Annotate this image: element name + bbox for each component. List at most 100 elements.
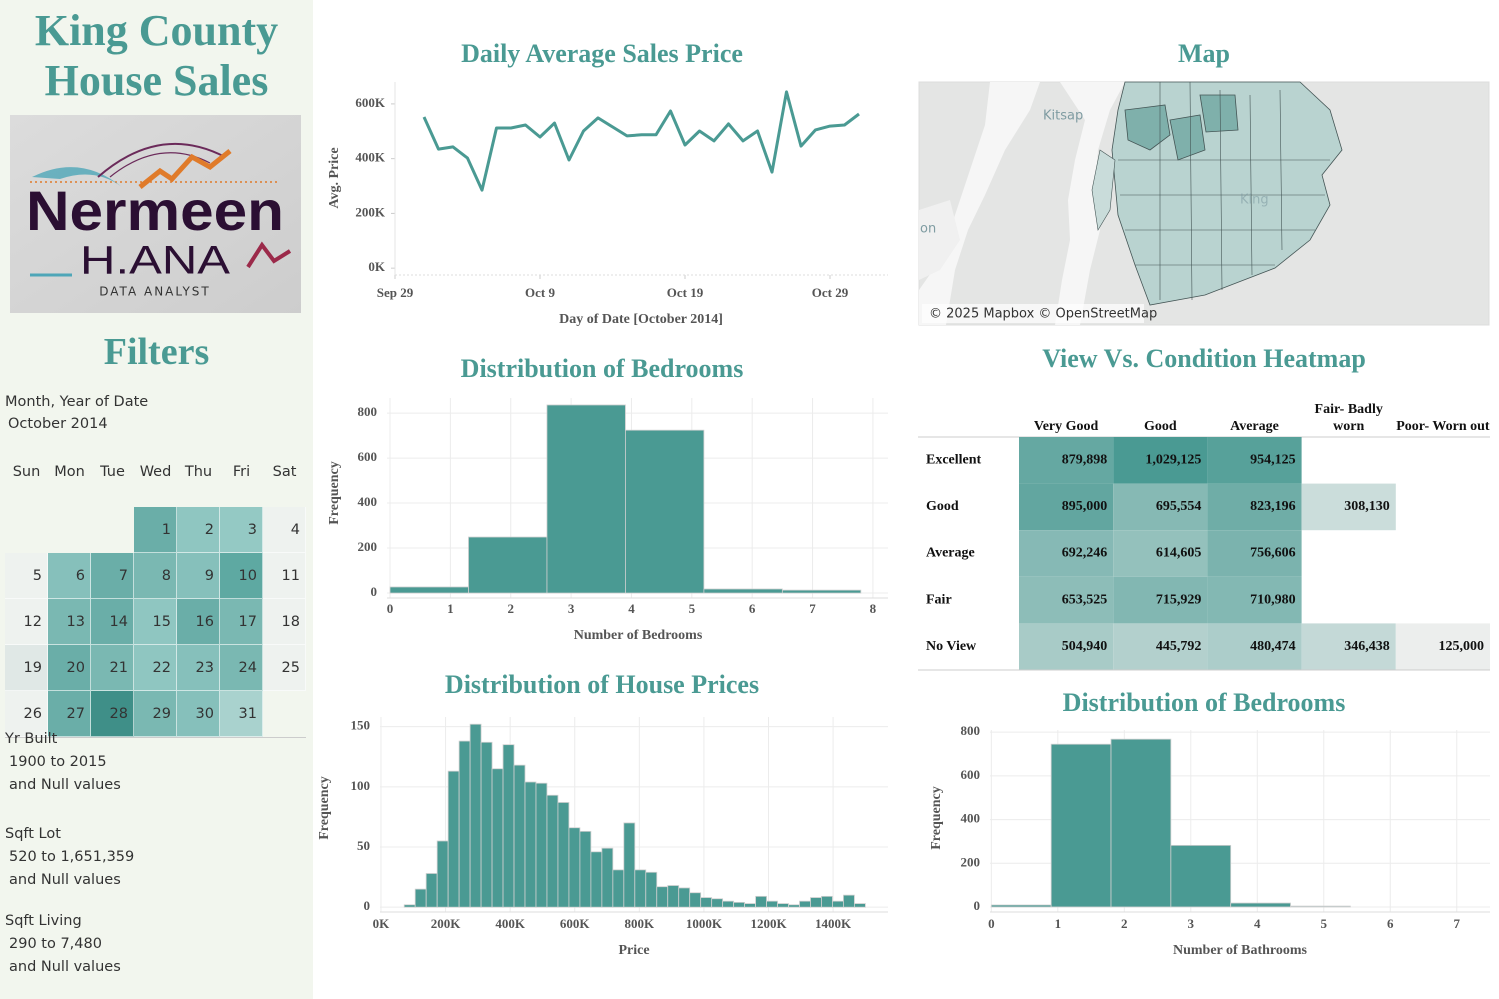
- map: Kitsap King on © 2025 Mapbox © OpenStree…: [918, 39, 1490, 326]
- y-axis-label: Frequency: [317, 776, 332, 840]
- histogram-bar: [832, 900, 844, 908]
- calendar-day[interactable]: 30: [177, 691, 220, 737]
- weekday-label: Mon: [54, 464, 85, 480]
- calendar-day[interactable]: 14: [91, 599, 134, 645]
- heatmap-cell: [1301, 483, 1396, 531]
- x-tick-label: 6: [749, 601, 756, 616]
- calendar-day[interactable]: 12: [5, 599, 48, 645]
- weekday-label: Sun: [12, 464, 41, 480]
- column-header: Good: [1144, 419, 1177, 434]
- calendar-day[interactable]: 7: [91, 553, 134, 599]
- x-axis-label: Number of Bedrooms: [574, 628, 703, 643]
- x-tick-label: 1000K: [686, 916, 723, 931]
- calendar-day[interactable]: 28: [91, 691, 134, 737]
- calendar-day[interactable]: 9: [177, 553, 220, 599]
- histogram-bar: [568, 827, 581, 908]
- cell-label: 445,792: [1156, 639, 1202, 654]
- y-tick-label: 400: [961, 811, 981, 826]
- x-tick-label: 0K: [373, 916, 391, 931]
- calendar-day[interactable]: 10: [220, 553, 263, 599]
- column-header: Average: [1230, 419, 1279, 434]
- calendar-day[interactable]: 25: [263, 645, 306, 691]
- calendar-day[interactable]: 4: [263, 507, 306, 553]
- calendar-day[interactable]: 18: [263, 599, 306, 645]
- calendar-day[interactable]: 21: [91, 645, 134, 691]
- calendar-day[interactable]: 2: [177, 507, 220, 553]
- histogram-bar: [766, 900, 778, 908]
- filter-range: 290 to 7,480: [9, 936, 102, 952]
- heatmap-cell: [1019, 483, 1114, 531]
- calendar-day[interactable]: 1: [134, 507, 177, 553]
- calendar-day[interactable]: 23: [177, 645, 220, 691]
- calendar-day[interactable]: 17: [220, 599, 263, 645]
- calendar-day[interactable]: 3: [220, 507, 263, 553]
- x-tick-label: Oct 19: [667, 285, 704, 300]
- heatmap-cell: [1019, 576, 1114, 624]
- x-tick-label: 4: [1254, 916, 1261, 931]
- y-tick-label: 600K: [355, 95, 386, 110]
- range-filter: Yr Built 1900 to 2015 and Null values: [5, 728, 121, 797]
- column-header: Fair- Badly worn: [1315, 402, 1383, 434]
- histogram-bar: [625, 429, 705, 594]
- x-tick-label: 7: [809, 601, 816, 616]
- histogram-bar: [491, 768, 504, 908]
- x-tick-label: 1: [1055, 916, 1062, 931]
- calendar-day[interactable]: 5: [5, 553, 48, 599]
- calendar-day[interactable]: 24: [220, 645, 263, 691]
- x-tick-label: 200K: [431, 916, 462, 931]
- cell-label: 1,029,125: [1145, 453, 1201, 468]
- chart-title: Distribution of Bedrooms: [1063, 688, 1346, 717]
- cell-label: 695,554: [1156, 499, 1202, 514]
- y-axis-label: Avg. Price: [327, 147, 342, 208]
- heatmap-cell: [1019, 530, 1114, 577]
- calendar-day[interactable]: 26: [5, 691, 48, 737]
- calendar-day[interactable]: 19: [5, 645, 48, 691]
- x-axis-label: Price: [618, 943, 649, 958]
- column-header-text: Average: [1230, 419, 1279, 434]
- histogram-bar: [389, 586, 469, 594]
- histogram-bar: [1230, 902, 1291, 908]
- calendar-day[interactable]: 8: [134, 553, 177, 599]
- calendar-day[interactable]: 11: [263, 553, 306, 599]
- histogram-bar: [469, 723, 482, 908]
- histogram-bar: [436, 840, 449, 908]
- logo-name: Nermeen: [26, 179, 284, 242]
- calendar-day[interactable]: 13: [48, 599, 91, 645]
- heatmap-cell: [1207, 530, 1302, 577]
- range-filter: Sqft Living 290 to 7,480 and Null values: [5, 910, 121, 979]
- logo-tagline: DATA ANALYST: [99, 285, 211, 299]
- histogram-bar: [513, 764, 526, 908]
- heatmap-cell: [1019, 437, 1114, 484]
- histogram-bar: [722, 900, 735, 908]
- y-tick-label: 200: [358, 539, 378, 554]
- logo-decor: [138, 149, 232, 189]
- calendar-day[interactable]: 15: [134, 599, 177, 645]
- chart-title: Distribution of House Prices: [445, 670, 759, 699]
- map-label: King: [1240, 193, 1269, 208]
- calendar-day[interactable]: 29: [134, 691, 177, 737]
- histogram-bar: [447, 770, 460, 908]
- histogram-bar: [425, 873, 438, 908]
- histogram-bar: [535, 782, 548, 908]
- calendar-day[interactable]: 16: [177, 599, 220, 645]
- calendar-day[interactable]: 31: [220, 691, 263, 737]
- weekday-label: Sat: [272, 464, 297, 480]
- calendar-day[interactable]: 20: [48, 645, 91, 691]
- filter-value[interactable]: October 2014: [8, 416, 108, 432]
- calendar-day[interactable]: 27: [48, 691, 91, 737]
- logo-background: [10, 115, 301, 313]
- histogram-bar: [524, 781, 537, 908]
- calendar-day[interactable]: 6: [48, 553, 91, 599]
- heatmap-cell: [1207, 576, 1302, 624]
- y-tick-label: 800: [358, 404, 378, 419]
- calendar-day[interactable]: 22: [134, 645, 177, 691]
- histogram-bar: [502, 744, 515, 908]
- histogram-bar: [755, 895, 767, 908]
- weekday-label: Thu: [184, 464, 213, 480]
- map-title: Map: [1178, 39, 1230, 68]
- calendar-empty: [91, 507, 134, 553]
- histogram-bar: [799, 900, 811, 908]
- logo-decor: [97, 142, 226, 178]
